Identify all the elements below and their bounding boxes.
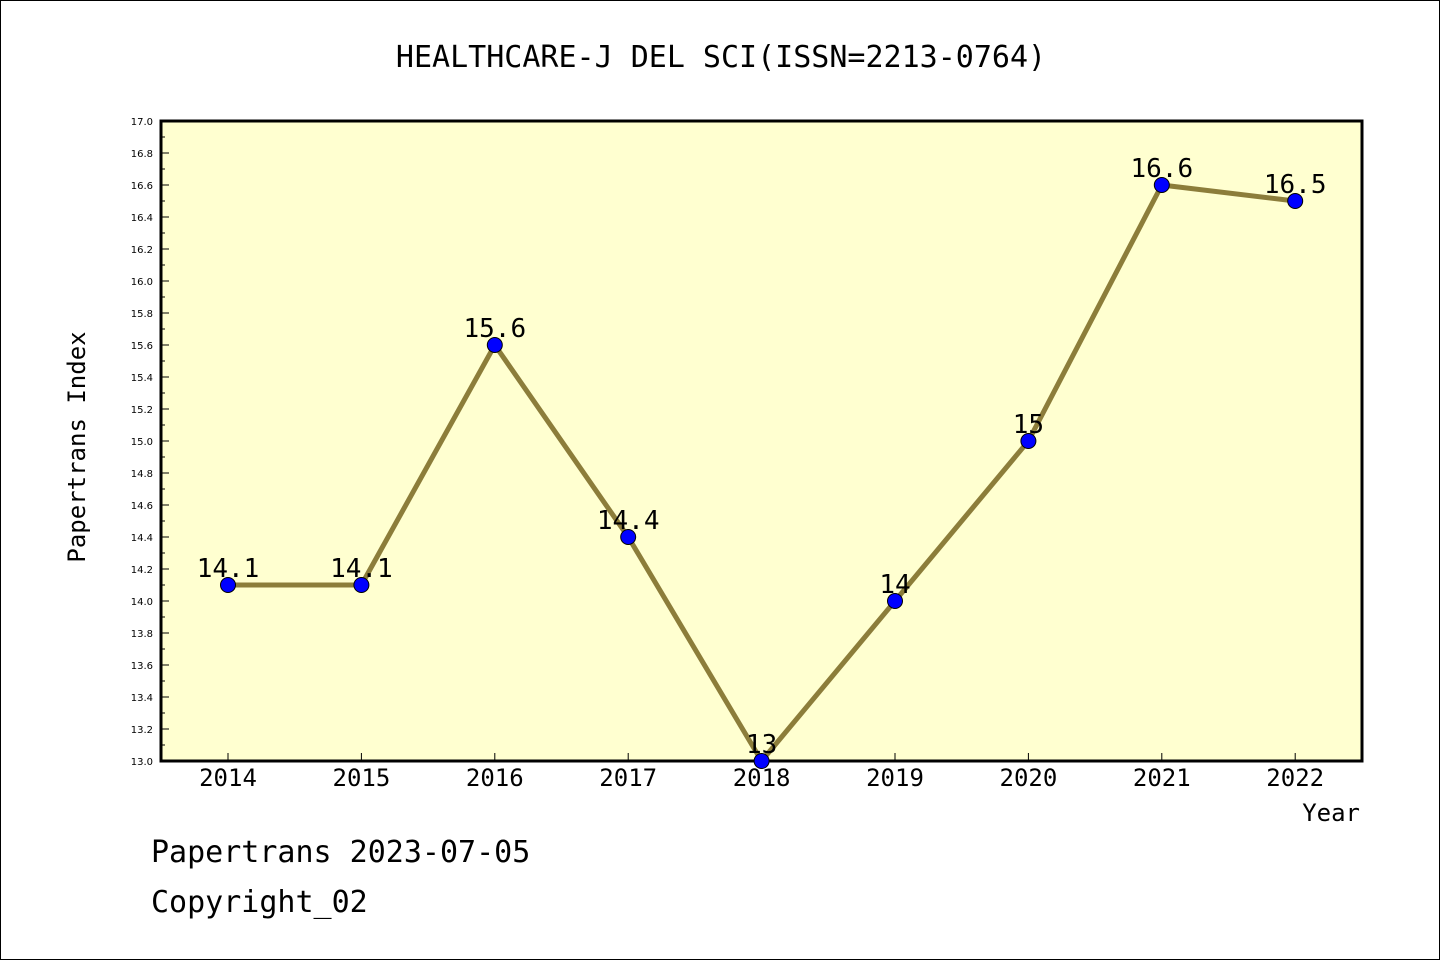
y-tick-label: 13.0 (131, 757, 153, 768)
series-layer: 14.1 14.1 15.6 14.4 13 14 15 16.6 16.5 (197, 154, 1327, 769)
plot-area (159, 119, 1364, 763)
y-tick-label: 15.6 (131, 341, 153, 352)
y-tick-label: 14.4 (131, 533, 153, 544)
data-label: 15 (1013, 410, 1044, 440)
data-point (753, 753, 770, 769)
y-tick-label: 13.6 (131, 661, 153, 672)
data-label: 14.1 (197, 554, 260, 584)
y-axis: 13.0 13.2 13.4 13.6 13.8 14.0 14.2 14.4 14.6 14.8… (131, 117, 169, 768)
data-point (1287, 193, 1304, 209)
footer-copyright: Copyright_02 (151, 885, 368, 920)
data-label: 15.6 (463, 314, 526, 344)
x-tick-label: 2014 (199, 764, 257, 792)
data-point (1153, 177, 1170, 193)
y-tick-label: 14.6 (131, 501, 153, 512)
y-tick-label: 14.8 (131, 469, 153, 480)
data-label: 16.5 (1264, 170, 1327, 200)
data-label: 13 (746, 730, 777, 760)
data-label: 14.1 (330, 554, 393, 584)
x-tick-label: 2019 (866, 764, 924, 792)
data-point (353, 577, 370, 593)
x-tick-label: 2015 (333, 764, 391, 792)
data-label: 14 (879, 570, 910, 600)
y-axis-title: Papertrans Index (63, 331, 91, 562)
y-tick-label: 17.0 (131, 117, 153, 128)
y-tick-label: 15.4 (131, 373, 153, 384)
data-point (220, 577, 236, 593)
x-axis: 2014 2015 2016 2017 2018 2019 2020 2021 2022 (199, 753, 1324, 792)
y-tick-label: 16.4 (131, 213, 153, 224)
y-tick-label: 14.0 (131, 597, 153, 608)
y-tick-label: 14.2 (131, 565, 153, 576)
y-tick-label: 15.2 (131, 405, 153, 416)
data-point (1020, 433, 1037, 449)
chart-title: HEALTHCARE-J DEL SCI(ISSN=2213-0764) (396, 40, 1046, 75)
x-tick-label: 2016 (466, 764, 524, 792)
data-label: 16.6 (1130, 154, 1193, 184)
x-axis-title: Year (1302, 799, 1360, 827)
x-tick-label: 2017 (599, 764, 657, 792)
y-tick-label: 13.4 (131, 693, 153, 704)
y-tick-label: 16.8 (131, 149, 153, 160)
x-tick-label: 2021 (1133, 764, 1191, 792)
y-tick-label: 15.0 (131, 437, 153, 448)
y-tick-label: 13.2 (131, 725, 153, 736)
y-tick-label: 16.2 (131, 245, 153, 256)
y-tick-label: 15.8 (131, 309, 153, 320)
data-label: 14.4 (597, 506, 660, 536)
y-tick-label: 16.6 (131, 181, 153, 192)
data-point (887, 593, 903, 609)
data-point (486, 337, 503, 353)
x-tick-label: 2020 (1000, 764, 1058, 792)
footer-date: Papertrans 2023-07-05 (151, 835, 531, 870)
x-tick-label: 2022 (1266, 764, 1324, 792)
data-point (620, 529, 637, 545)
y-tick-label: 16.0 (131, 277, 153, 288)
y-tick-label: 13.8 (131, 629, 153, 640)
